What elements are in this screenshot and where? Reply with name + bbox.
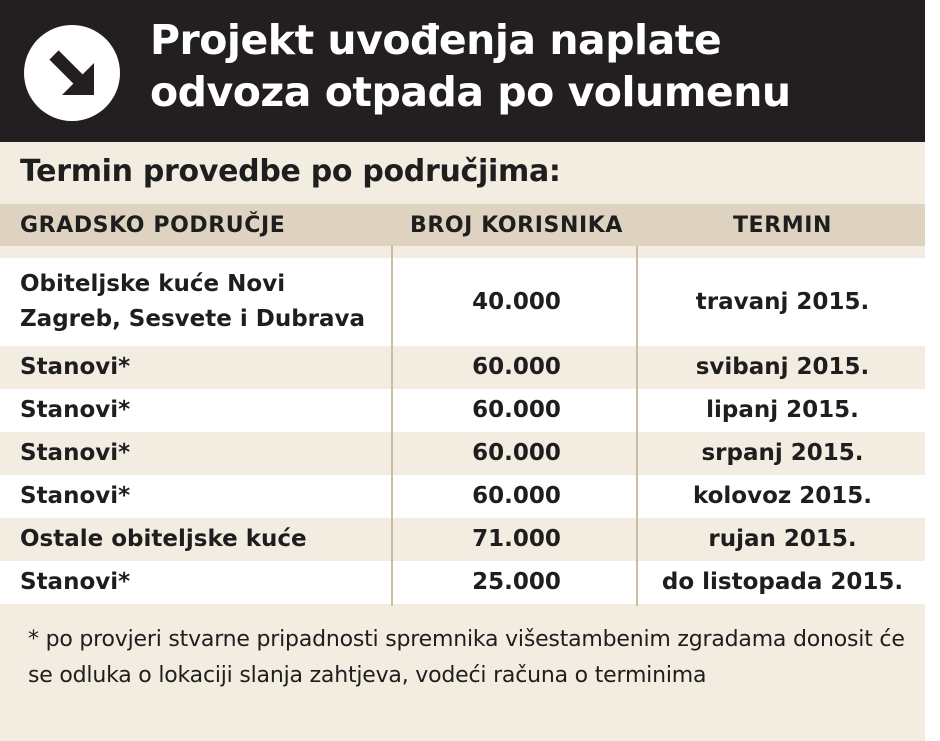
column-header-term: TERMIN [732, 213, 833, 238]
table-row: Stanovi* 60.000 srpanj 2015. [0, 432, 925, 475]
section-subtitle: Termin provedbe po područjima: [20, 154, 561, 189]
cell-term: svibanj 2015. [695, 354, 870, 380]
table-row: Obiteljske kuće Novi Zagreb, Sesvete i D… [0, 258, 925, 346]
cell-area: Stanovi* [20, 354, 131, 380]
header-banner: Projekt uvođenja naplate odvoza otpada p… [0, 0, 925, 142]
footnote: * po provjeri stvarne pripadnosti spremn… [28, 627, 905, 688]
column-header-users: BROJ KORISNIKA [409, 213, 624, 238]
table-row: Stanovi* 60.000 lipanj 2015. [0, 389, 925, 432]
cell-users: 60.000 [472, 397, 561, 423]
cell-users: 25.000 [472, 569, 561, 595]
cell-term: rujan 2015. [708, 526, 857, 552]
column-divider [391, 246, 393, 606]
title-line-1: Projekt uvođenja naplate [150, 16, 722, 64]
table-row: Stanovi* 60.000 kolovoz 2015. [0, 475, 925, 518]
cell-term: srpanj 2015. [701, 440, 864, 466]
cell-area: Ostale obiteljske kuće [20, 526, 307, 552]
cell-area: Stanovi* [20, 440, 131, 466]
cell-area: Stanovi* [20, 569, 131, 595]
cell-term: kolovoz 2015. [692, 483, 873, 509]
column-header-area: GRADSKO PODRUČJE [20, 213, 286, 238]
arrow-down-right-icon [24, 25, 120, 121]
cell-term: do listopada 2015. [661, 569, 904, 595]
cell-users: 60.000 [472, 440, 561, 466]
cell-users: 60.000 [472, 483, 561, 509]
page-title: Projekt uvođenja naplate odvoza otpada p… [150, 14, 920, 118]
cell-term: lipanj 2015. [706, 397, 859, 423]
table-header: GRADSKO PODRUČJE BROJ KORISNIKA TERMIN [0, 204, 925, 246]
cell-users: 71.000 [472, 526, 561, 552]
cell-area: Stanovi* [20, 397, 131, 423]
table-row: Stanovi* 25.000 do listopada 2015. [0, 561, 925, 604]
cell-area: Obiteljske kuće Novi Zagreb, Sesvete i D… [20, 271, 366, 332]
table-row: Stanovi* 60.000 svibanj 2015. [0, 346, 925, 389]
table-row: Ostale obiteljske kuće 71.000 rujan 2015… [0, 518, 925, 561]
table-body: Obiteljske kuće Novi Zagreb, Sesvete i D… [0, 258, 925, 604]
title-line-2: odvoza otpada po volumenu [150, 68, 791, 116]
cell-users: 40.000 [472, 288, 561, 315]
cell-users: 60.000 [472, 354, 561, 380]
column-divider [636, 246, 638, 606]
cell-area: Stanovi* [20, 483, 131, 509]
cell-term: travanj 2015. [695, 288, 870, 315]
